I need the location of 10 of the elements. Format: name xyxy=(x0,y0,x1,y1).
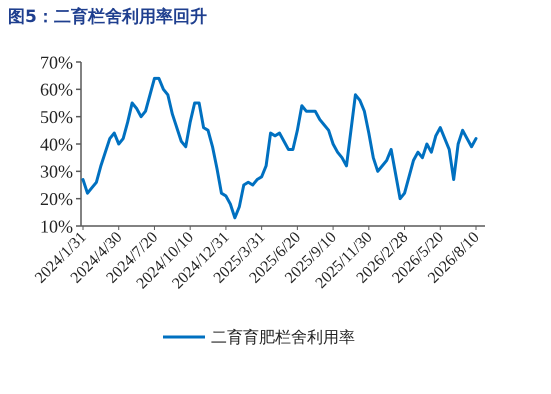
y-tick-label: 40% xyxy=(40,134,73,154)
y-tick-label: 60% xyxy=(40,80,73,100)
y-tick-label: 30% xyxy=(40,162,73,182)
y-tick-label: 70% xyxy=(40,52,73,72)
y-tick-label: 10% xyxy=(40,216,73,236)
y-tick-label: 50% xyxy=(40,106,73,127)
chart-title: 图5：二育栏舍利用率回升 xyxy=(8,6,207,27)
line-series xyxy=(82,76,478,220)
y-tick-label: 20% xyxy=(40,188,73,209)
legend-label: 二育育肥栏舍利用率 xyxy=(211,328,355,347)
